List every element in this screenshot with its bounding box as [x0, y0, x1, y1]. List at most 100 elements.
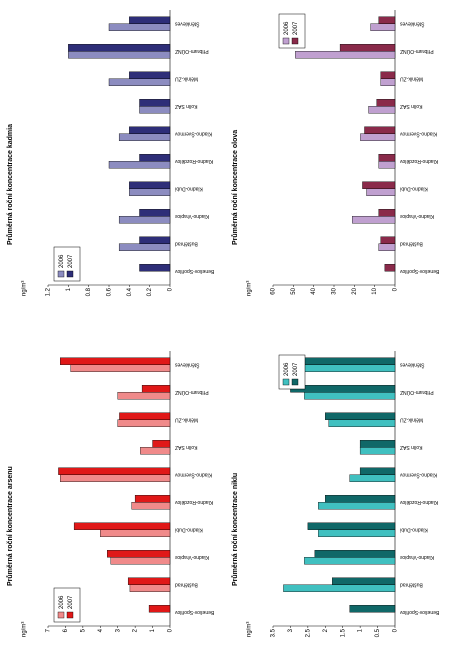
x-tick-label: Kladno-Švermov	[175, 130, 212, 137]
y-tick-label: 30	[332, 287, 338, 294]
legend-swatch	[66, 611, 74, 619]
x-tick-label: Kladno-Švermov	[175, 471, 212, 478]
legend-label: 2007	[293, 362, 299, 376]
x-tick-label: Kladno-Dubí	[399, 526, 427, 532]
x-tick-label: Benešov-Spořilov	[400, 609, 440, 615]
y-tick-label: 2	[323, 628, 329, 632]
bar	[129, 16, 171, 24]
bar	[378, 209, 396, 217]
bar	[139, 106, 171, 114]
y-tick-label: 0	[393, 287, 399, 291]
y-tick-label: 0.2	[147, 287, 153, 296]
x-tick-label: Kolín SAZ	[175, 103, 198, 109]
bar	[139, 209, 171, 217]
y-tick-label: 40	[311, 287, 317, 294]
bar	[378, 154, 396, 162]
y-tick-label: 0.4	[127, 287, 133, 296]
chart-panel: Průměrná roční koncentrace niklu ng/m³ 0 0.…	[231, 351, 439, 637]
x-tick-label: Kladno-Rozdělov	[175, 158, 214, 164]
bar	[119, 412, 171, 420]
y-tick-label: 0.8	[86, 287, 92, 296]
x-tick-label: Kladno-Rozdělov	[400, 499, 439, 505]
bar	[318, 529, 396, 537]
x-tick-label: Štěnkleves	[175, 361, 200, 368]
y-tick-label: 6	[63, 628, 69, 632]
bar	[108, 23, 171, 31]
chart-panel: Průměrná roční koncentrace arsenu ng/m³ 0 1…	[6, 351, 214, 637]
bar	[360, 133, 396, 141]
x-tick-label: Štěnkleves	[400, 20, 425, 27]
bar	[297, 357, 396, 365]
y-tick-label: 0	[393, 628, 399, 632]
y-tick-label: 3	[288, 628, 294, 632]
legend-swatch	[57, 270, 65, 278]
y-tick-label: 3	[115, 628, 121, 632]
bar	[134, 495, 171, 503]
x-tick-label: Štěnkleves	[400, 361, 425, 368]
y-tick-label: 60	[271, 287, 277, 294]
chart-panel: Průměrná roční koncentrace kadmia ng/m³ 0 0…	[6, 10, 214, 296]
bar	[359, 440, 396, 448]
bar	[60, 474, 171, 482]
y-tick-label: 0.5	[375, 628, 381, 637]
y-tick-label: 0.6	[107, 287, 113, 296]
x-tick-label: Kolín SAZ	[175, 444, 198, 450]
x-tick-label: Mělník-ZU	[175, 75, 198, 81]
chart-title: Průměrná roční koncentrace niklu	[231, 473, 239, 586]
bar	[73, 522, 171, 530]
x-tick-label: Kladno-Vrapice	[175, 213, 209, 219]
x-tick-label: Buštěhrad	[175, 240, 198, 246]
x-tick-label: Kolín SAZ	[400, 444, 423, 450]
bar	[110, 557, 171, 565]
x-tick-label: Kladno-Rozdělov	[400, 158, 439, 164]
bar	[325, 412, 396, 420]
y-tick-label: 4	[98, 628, 104, 632]
bar	[60, 357, 171, 365]
bar	[304, 392, 396, 400]
bar	[359, 467, 396, 475]
bar	[304, 557, 396, 565]
bar	[58, 467, 171, 475]
bar	[129, 71, 171, 79]
x-tick-label: Benešov-Spořilov	[175, 268, 215, 274]
bar	[139, 154, 171, 162]
bar	[349, 474, 396, 482]
legend-label: 2006	[284, 362, 290, 376]
bar	[117, 419, 171, 427]
x-tick-label: Mělník-ZU	[175, 416, 198, 422]
bar	[380, 71, 396, 79]
y-tick-label: 1.5	[340, 628, 346, 637]
y-tick-label: 10	[372, 287, 378, 294]
bar	[68, 51, 171, 59]
bar	[129, 188, 171, 196]
bar	[384, 264, 396, 272]
x-tick-label: Buštěhrad	[400, 240, 423, 246]
bar	[290, 364, 396, 372]
bar	[307, 522, 396, 530]
x-tick-label: Kladno-Rozdělov	[175, 499, 214, 505]
legend-swatch	[291, 378, 299, 386]
y-tick-label: 1.2	[46, 287, 52, 296]
bar	[362, 181, 396, 189]
bar	[100, 529, 171, 537]
x-tick-label: Kladno-Vrapice	[175, 554, 209, 560]
bar	[325, 495, 396, 503]
legend-label: 2006	[59, 254, 65, 268]
bar	[352, 216, 396, 224]
bar	[68, 44, 171, 52]
legend-label: 2007	[68, 254, 74, 268]
x-tick-label: Příbram-OÚNZ	[400, 48, 434, 55]
bar	[129, 584, 171, 592]
bar	[368, 106, 396, 114]
bar	[70, 364, 171, 372]
chart-panel: Průměrná roční koncentrace olova ng/m³ 0 10…	[231, 10, 439, 296]
y-tick-label: 0	[168, 628, 174, 632]
bar	[378, 16, 396, 24]
bar	[378, 161, 396, 169]
bar	[139, 99, 171, 107]
legend-label: 2007	[293, 21, 299, 35]
y-axis-label: ng/m³	[247, 281, 253, 296]
y-tick-label: 2.5	[305, 628, 311, 637]
bar	[152, 440, 171, 448]
